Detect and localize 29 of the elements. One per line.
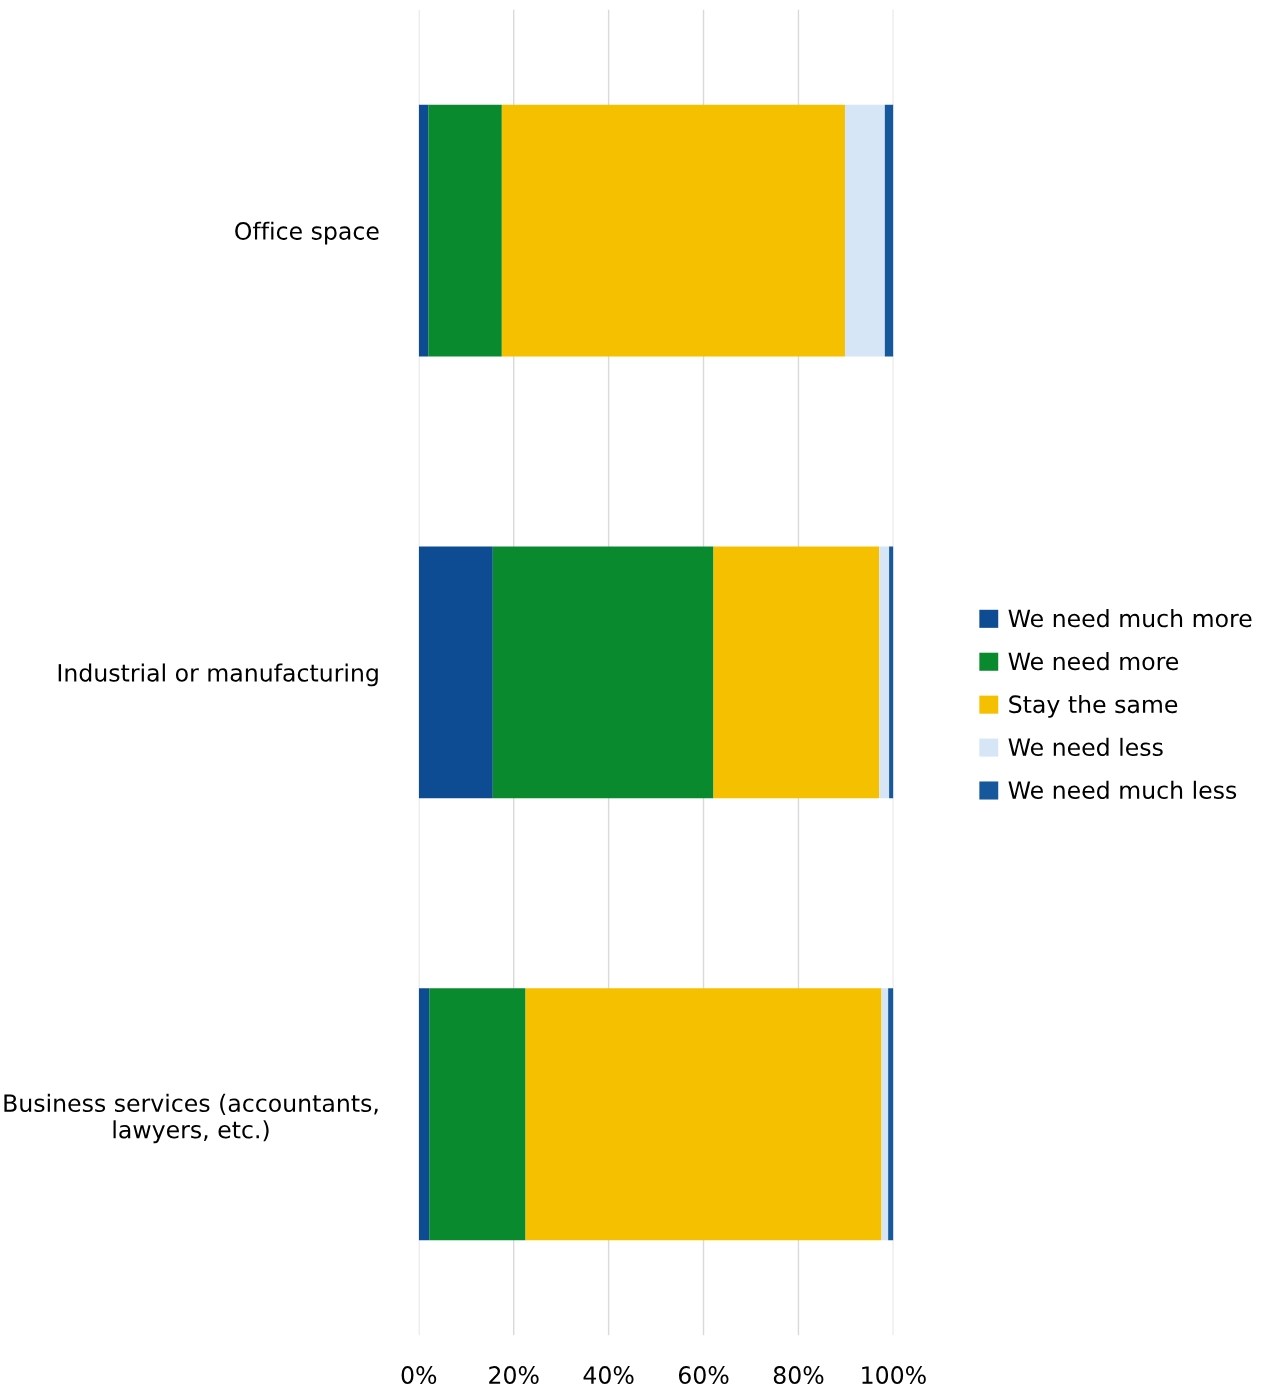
bar (884, 104, 894, 357)
legend-label: We need less (1008, 737, 1163, 757)
bar (881, 988, 889, 1241)
bar (418, 988, 430, 1241)
x-tick-label: 60% (678, 1366, 729, 1384)
bar (525, 988, 882, 1241)
bar (888, 988, 894, 1241)
legend-label: We need more (1008, 652, 1179, 671)
bar (844, 104, 885, 357)
legend-label: Stay the same (1009, 694, 1178, 718)
y-tick-label: Business services (accountants, lawyers, etc.) (4, 1093, 378, 1144)
bar (879, 546, 890, 799)
y-tick-label: Office space (235, 221, 379, 245)
bar (492, 546, 714, 799)
x-tick-label: 20% (489, 1366, 539, 1384)
bar (428, 104, 502, 357)
x-tick-label: 0% (401, 1366, 437, 1384)
legend-label: We need much more (1008, 609, 1252, 628)
bar (889, 546, 894, 799)
bar (418, 546, 493, 799)
bar (418, 104, 429, 357)
x-tick-label: 100% (862, 1366, 926, 1384)
bar (713, 546, 880, 799)
bar (429, 988, 526, 1241)
y-tick-label: Industrial or manufacturing (58, 663, 378, 687)
x-tick-label: 40% (583, 1366, 634, 1384)
legend-label: We need much less (1008, 780, 1237, 800)
x-tick-label: 80% (773, 1366, 824, 1384)
bar (501, 104, 845, 357)
